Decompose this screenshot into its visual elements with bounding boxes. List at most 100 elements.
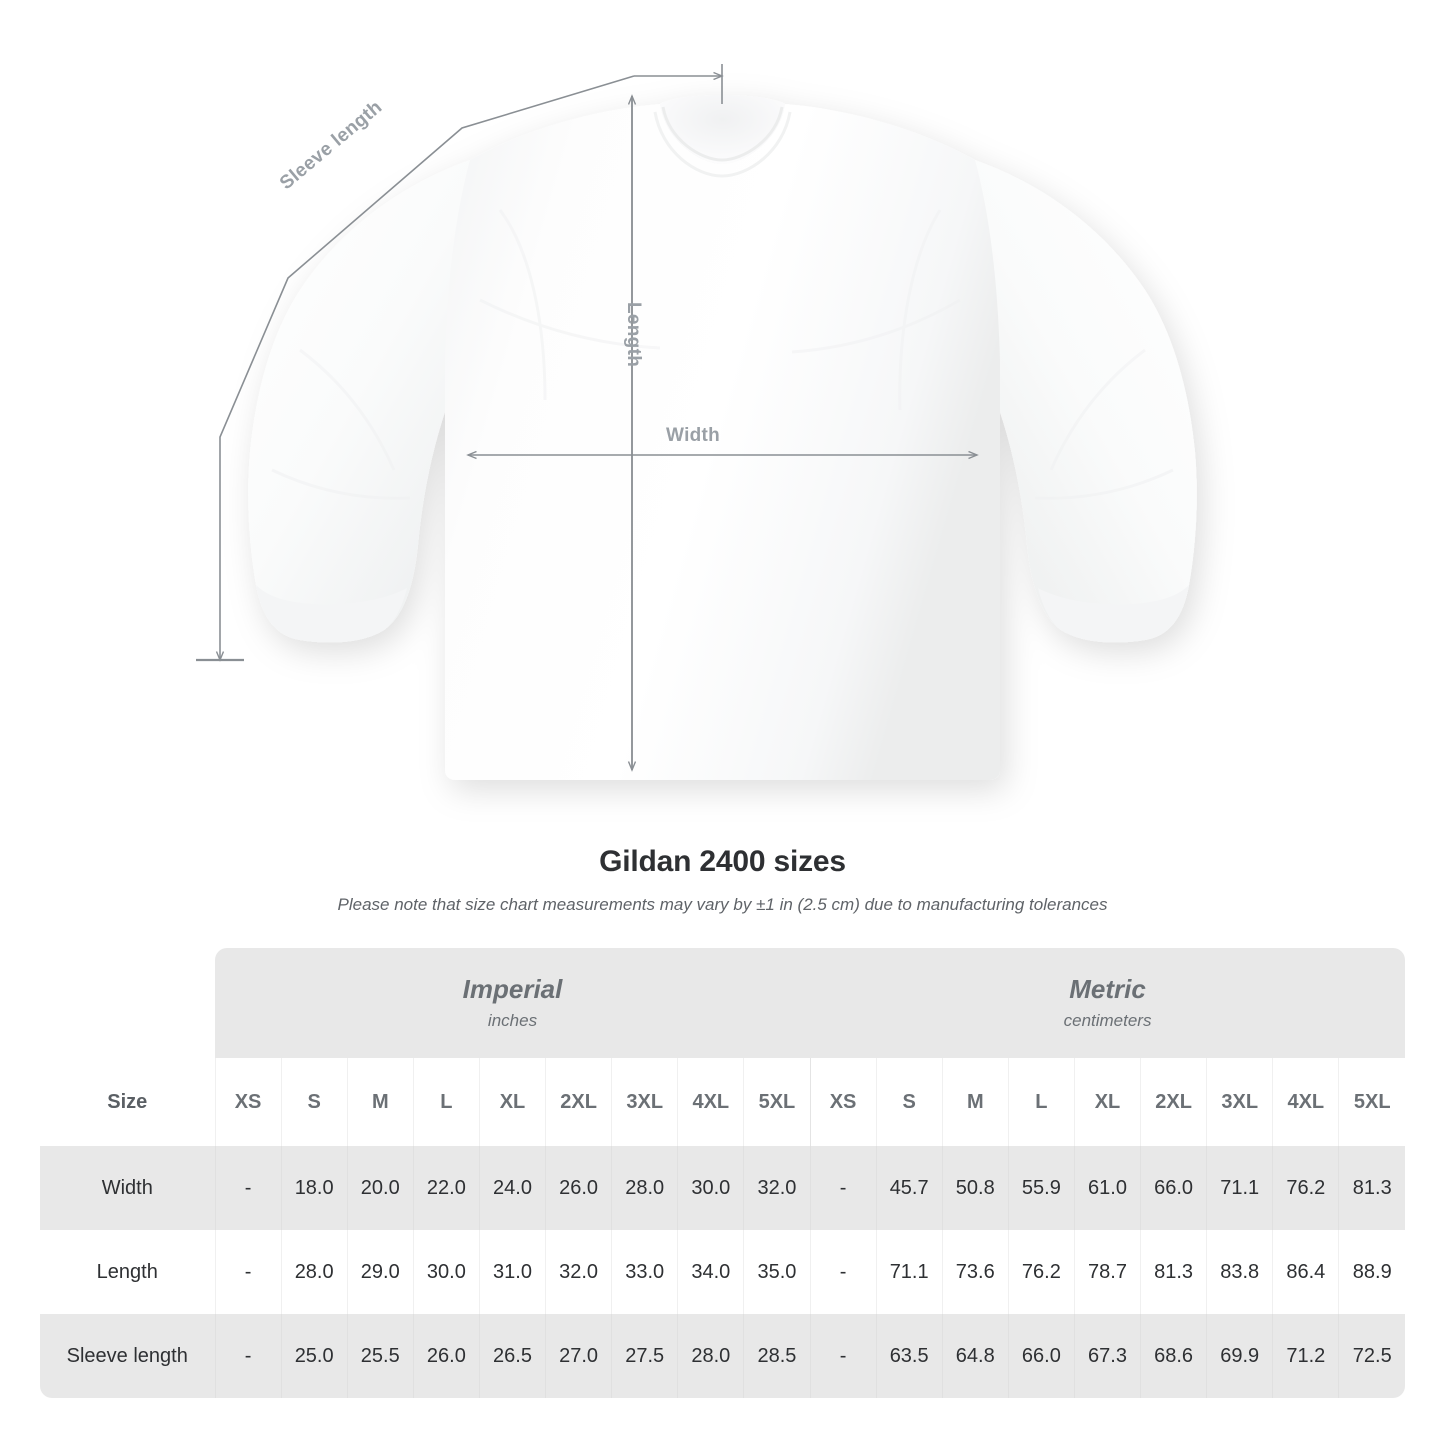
size-header-metric-s: S xyxy=(876,1058,943,1146)
title-block: Gildan 2400 sizes Please note that size … xyxy=(0,845,1445,915)
size-header-imperial-4xl: 4XL xyxy=(677,1058,745,1146)
size-header-imperial-xs: XS xyxy=(215,1058,282,1146)
row-label-sleeve-length: Sleeve length xyxy=(40,1314,216,1398)
tolerance-note: Please note that size chart measurements… xyxy=(337,895,1108,914)
cell-sleeve-length-imperial-m: 25.5 xyxy=(347,1314,414,1398)
size-header-imperial-3xl: 3XL xyxy=(611,1058,679,1146)
cell-length-imperial-3xl: 33.0 xyxy=(611,1230,679,1314)
cell-width-imperial-m: 20.0 xyxy=(347,1146,414,1230)
cell-width-imperial-5xl: 32.0 xyxy=(743,1146,811,1230)
cell-sleeve-length-metric-4xl: 71.2 xyxy=(1272,1314,1340,1398)
cell-width-imperial-xs: - xyxy=(215,1146,282,1230)
table-head: Imperial inches Metric centimeters Size … xyxy=(40,948,1406,1146)
cell-width-metric-4xl: 76.2 xyxy=(1272,1146,1340,1230)
cell-sleeve-length-imperial-4xl: 28.0 xyxy=(677,1314,745,1398)
cell-width-metric-2xl: 66.0 xyxy=(1140,1146,1208,1230)
size-header-metric-m: M xyxy=(942,1058,1009,1146)
cell-sleeve-length-metric-3xl: 69.9 xyxy=(1206,1314,1274,1398)
cell-length-metric-4xl: 86.4 xyxy=(1272,1230,1340,1314)
cell-length-imperial-xs: - xyxy=(215,1230,282,1314)
size-header-metric-5xl: 5XL xyxy=(1338,1058,1406,1146)
size-header-metric-xl: XL xyxy=(1074,1058,1142,1146)
size-header-imperial-s: S xyxy=(281,1058,348,1146)
cell-length-imperial-2xl: 32.0 xyxy=(545,1230,613,1314)
fabric-folds xyxy=(271,209,1174,500)
cell-width-metric-5xl: 81.3 xyxy=(1338,1146,1406,1230)
row-label-length: Length xyxy=(40,1230,216,1314)
cell-length-imperial-l: 30.0 xyxy=(413,1230,480,1314)
length-label: Length xyxy=(623,302,644,368)
size-chart-table: Imperial inches Metric centimeters Size … xyxy=(40,948,1406,1398)
cell-length-metric-m: 73.6 xyxy=(942,1230,1009,1314)
size-header-metric-2xl: 2XL xyxy=(1140,1058,1208,1146)
table-row: Sleeve length -25.0 25.5 26.0 26.5 27.0 27.5 28… xyxy=(40,1314,1406,1398)
cell-length-metric-l: 76.2 xyxy=(1008,1230,1075,1314)
cell-sleeve-length-metric-2xl: 68.6 xyxy=(1140,1314,1208,1398)
cell-width-imperial-s: 18.0 xyxy=(281,1146,348,1230)
cell-sleeve-length-metric-xl: 67.3 xyxy=(1074,1314,1142,1398)
cell-sleeve-length-imperial-xs: - xyxy=(215,1314,282,1398)
cell-length-metric-xs: - xyxy=(810,1230,877,1314)
cell-sleeve-length-metric-5xl: 72.5 xyxy=(1338,1314,1406,1398)
table-row: Length -28.0 29.0 30.0 31.0 32.0 33.0 34.0 35.0-… xyxy=(40,1230,1406,1314)
cell-sleeve-length-metric-l: 66.0 xyxy=(1008,1314,1075,1398)
cell-length-imperial-4xl: 34.0 xyxy=(677,1230,745,1314)
cell-sleeve-length-imperial-3xl: 27.5 xyxy=(611,1314,679,1398)
cell-width-metric-xs: - xyxy=(810,1146,877,1230)
shirt-shape xyxy=(248,95,1197,780)
table-body: Width -18.0 20.0 22.0 24.0 26.0 28.0 30.0 32.0-4… xyxy=(40,1146,1406,1398)
unit-group-row: Imperial inches Metric centimeters xyxy=(40,948,1406,1058)
size-header-label: Size xyxy=(40,1058,216,1146)
cell-length-imperial-5xl: 35.0 xyxy=(743,1230,811,1314)
cell-width-metric-xl: 61.0 xyxy=(1074,1146,1142,1230)
unit-group-imperial-name: Imperial xyxy=(462,974,563,1005)
cell-sleeve-length-metric-s: 63.5 xyxy=(876,1314,943,1398)
size-header-metric-xs: XS xyxy=(810,1058,877,1146)
cell-length-metric-2xl: 81.3 xyxy=(1140,1230,1208,1314)
cell-length-metric-s: 71.1 xyxy=(876,1230,943,1314)
size-header-metric-l: L xyxy=(1008,1058,1075,1146)
cell-sleeve-length-imperial-5xl: 28.5 xyxy=(743,1314,811,1398)
cell-width-imperial-3xl: 28.0 xyxy=(611,1146,679,1230)
width-label: Width xyxy=(666,425,721,446)
size-header-imperial-5xl: 5XL xyxy=(743,1058,811,1146)
size-chart-table-wrapper: Imperial inches Metric centimeters Size … xyxy=(40,948,1406,1398)
row-label-width: Width xyxy=(40,1146,216,1230)
cell-sleeve-length-metric-m: 64.8 xyxy=(942,1314,1009,1398)
page-title: Gildan 2400 sizes xyxy=(599,845,846,878)
garment-diagram: Sleeve length Length Width xyxy=(196,64,1197,780)
cell-sleeve-length-imperial-s: 25.0 xyxy=(281,1314,348,1398)
size-header-imperial-m: M xyxy=(347,1058,414,1146)
unit-group-metric-name: Metric xyxy=(1069,974,1146,1005)
cell-width-metric-m: 50.8 xyxy=(942,1146,1009,1230)
size-header-metric-3xl: 3XL xyxy=(1206,1058,1274,1146)
unit-group-imperial: Imperial inches xyxy=(215,948,810,1058)
unit-spacer-cell xyxy=(40,948,215,1058)
cell-width-imperial-l: 22.0 xyxy=(413,1146,480,1230)
unit-group-metric: Metric centimeters xyxy=(810,948,1406,1058)
cell-width-imperial-2xl: 26.0 xyxy=(545,1146,613,1230)
cell-sleeve-length-imperial-2xl: 27.0 xyxy=(545,1314,613,1398)
cell-length-metric-5xl: 88.9 xyxy=(1338,1230,1406,1314)
dimension-lines xyxy=(196,64,977,770)
cell-length-imperial-s: 28.0 xyxy=(281,1230,348,1314)
size-header-imperial-xl: XL xyxy=(479,1058,547,1146)
cell-length-metric-3xl: 83.8 xyxy=(1206,1230,1274,1314)
table-row: Width -18.0 20.0 22.0 24.0 26.0 28.0 30.0 32.0-4… xyxy=(40,1146,1406,1230)
cell-sleeve-length-imperial-xl: 26.5 xyxy=(479,1314,547,1398)
unit-group-imperial-sub: inches xyxy=(487,1010,538,1030)
cell-length-metric-xl: 78.7 xyxy=(1074,1230,1142,1314)
cell-sleeve-length-imperial-l: 26.0 xyxy=(413,1314,480,1398)
cell-width-metric-s: 45.7 xyxy=(876,1146,943,1230)
size-header-row: Size XS S M L XL 2XL 3XL 4XL 5XL XS S M L XL 2XL 3XL 4XL… xyxy=(40,1058,1406,1146)
size-header-imperial-l: L xyxy=(413,1058,480,1146)
cell-width-imperial-4xl: 30.0 xyxy=(677,1146,745,1230)
cell-length-imperial-m: 29.0 xyxy=(347,1230,414,1314)
cell-width-imperial-xl: 24.0 xyxy=(479,1146,547,1230)
cell-width-metric-3xl: 71.1 xyxy=(1206,1146,1274,1230)
cell-width-metric-l: 55.9 xyxy=(1008,1146,1075,1230)
cell-length-imperial-xl: 31.0 xyxy=(479,1230,547,1314)
cell-sleeve-length-metric-xs: - xyxy=(810,1314,877,1398)
size-header-metric-4xl: 4XL xyxy=(1272,1058,1340,1146)
size-header-imperial-2xl: 2XL xyxy=(545,1058,613,1146)
